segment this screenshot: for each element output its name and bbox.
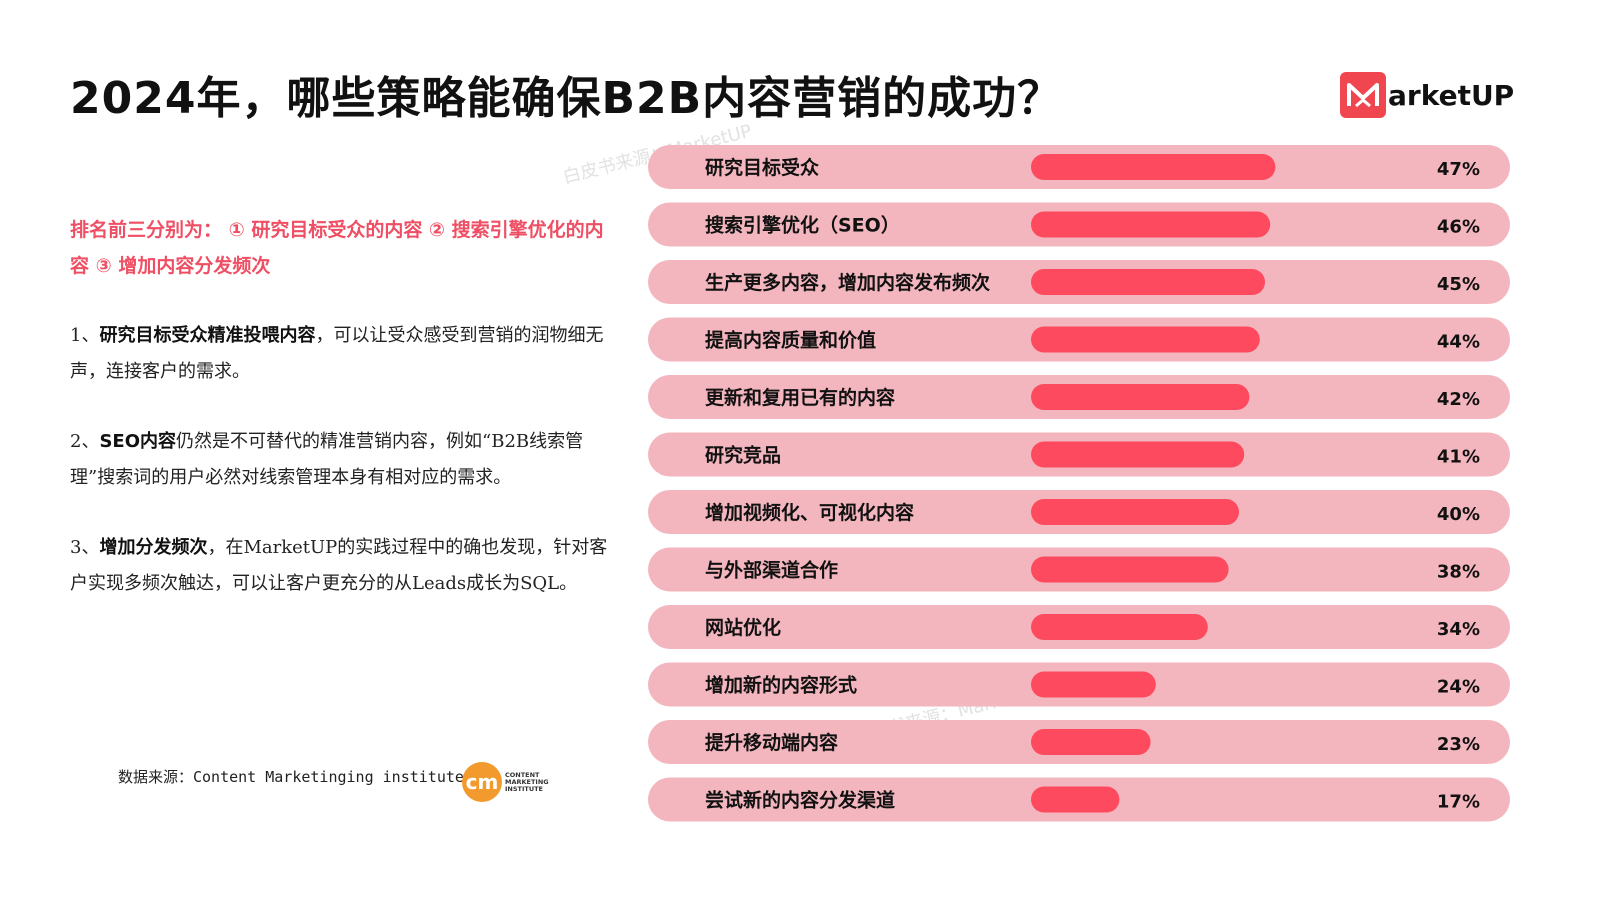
chart-bar	[1031, 154, 1276, 180]
chart-bar	[1031, 729, 1151, 755]
chart-category-label: 生产更多内容，增加内容发布频次	[705, 271, 990, 294]
chart-category-label: 增加视频化、可视化内容	[705, 501, 914, 524]
chart-value-label: 44%	[1437, 332, 1480, 353]
chart-category-label: 研究目标受众	[705, 156, 819, 179]
chart-value-label: 47%	[1437, 159, 1480, 180]
chart-bar	[1031, 556, 1229, 583]
chart-bar	[1031, 671, 1156, 698]
chart-category-label: 网站优化	[705, 616, 781, 639]
chart-category-label: 尝试新的内容分发渠道	[705, 789, 895, 812]
data-source: 数据来源：Content Marketinging institute	[118, 768, 464, 786]
chart-value-label: 23%	[1437, 734, 1480, 755]
cmi-mark-icon: cm	[462, 762, 502, 802]
chart-bar	[1031, 441, 1245, 468]
chart-bar	[1031, 786, 1120, 813]
logo-text: arketUP	[1388, 78, 1515, 112]
paragraph-prefix: 1、	[70, 325, 100, 346]
paragraph-bold: SEO内容	[99, 431, 177, 452]
page-title: 2024年，哪些策略能确保B2B内容营销的成功？	[70, 73, 1063, 124]
chart-category-label: 更新和复用已有的内容	[705, 386, 895, 409]
paragraph-text: 仍然是不可替代的精准营销内容，例如“B2B线索管理”搜索词的用户必然对线索管理本…	[70, 431, 584, 488]
top-three-summary: 排名前三分别为： ① 研究目标受众的内容 ② 搜索引擎优化的内容 ③ 增加内容分…	[70, 219, 604, 277]
marketup-m-icon	[1340, 72, 1386, 118]
cmi-logo-text: CONTENT MARKETING INSTITUTE	[505, 770, 549, 793]
chart-bar	[1031, 211, 1271, 238]
cmi-logo: cm CONTENT MARKETING INSTITUTE	[462, 762, 549, 802]
chart-category-label: 研究竞品	[705, 444, 781, 467]
chart-category-label: 与外部渠道合作	[705, 559, 838, 582]
chart-category-label: 搜索引擎优化（SEO）	[705, 214, 900, 237]
chart-bar	[1031, 269, 1265, 295]
paragraph-prefix: 2、	[70, 431, 100, 452]
chart-value-label: 45%	[1437, 274, 1480, 295]
chart-value-label: 34%	[1437, 619, 1480, 640]
chart-bar	[1031, 384, 1250, 410]
chart-value-label: 24%	[1437, 677, 1480, 698]
chart-value-label: 41%	[1437, 447, 1480, 468]
chart-bar	[1031, 614, 1208, 640]
paragraph-2: 2、SEO内容仍然是不可替代的精准营销内容，例如“B2B线索管理”搜索词的用户必…	[70, 424, 615, 496]
paragraph-prefix: 3、	[70, 537, 100, 558]
paragraph-1: 1、研究目标受众精准投喂内容，可以让受众感受到营销的润物细无声，连接客户的需求。	[70, 318, 615, 390]
chart-value-label: 46%	[1437, 217, 1480, 238]
chart-category-label: 增加新的内容形式	[705, 674, 857, 697]
chart-bar	[1031, 326, 1260, 353]
chart-category-label: 提高内容质量和价值	[705, 329, 876, 352]
chart-value-label: 42%	[1437, 389, 1480, 410]
chart-value-label: 17%	[1437, 792, 1480, 813]
marketup-logo: arketUP	[1340, 72, 1514, 118]
chart-value-label: 38%	[1437, 562, 1480, 583]
paragraph-bold: 研究目标受众精准投喂内容	[99, 325, 316, 346]
chart-bar	[1031, 499, 1239, 525]
chart-category-label: 提升移动端内容	[705, 731, 838, 754]
chart-value-label: 40%	[1437, 504, 1480, 525]
paragraph-3: 3、增加分发频次，在MarketUP的实践过程中的确也发现，针对客户实现多频次触…	[70, 530, 615, 602]
paragraph-bold: 增加分发频次	[99, 537, 208, 558]
paragraph-text: ，可以让受众感受到营销的润物细无声，连接客户的需求。	[70, 325, 604, 382]
paragraph-text: ，在MarketUP的实践过程中的确也发现，针对客户实现多频次触达，可以让客户更…	[70, 537, 608, 594]
